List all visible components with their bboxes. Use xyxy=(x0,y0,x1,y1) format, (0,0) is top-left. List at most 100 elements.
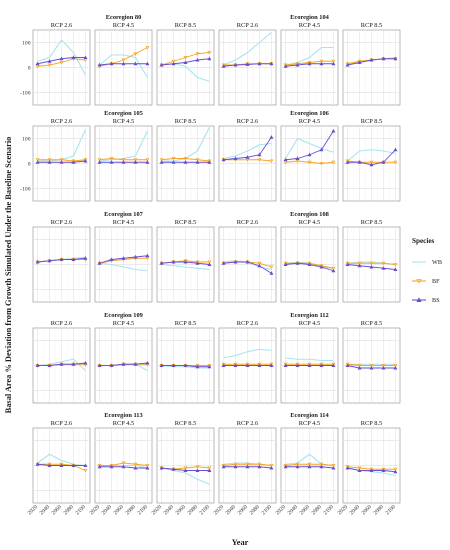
legend-title: Species xyxy=(412,237,435,245)
data-point-bs xyxy=(319,363,324,367)
data-point-bs xyxy=(245,155,250,159)
facet-panel: RCP 2.6 xyxy=(32,219,91,303)
facet-panel: RCP 2.6 xyxy=(218,118,277,202)
data-point-bs xyxy=(183,363,188,367)
legend-key-marker xyxy=(416,279,422,284)
data-point-bf xyxy=(97,464,102,468)
rcp-strip-label: RCP 2.6 xyxy=(237,22,258,29)
data-point-bf xyxy=(257,158,262,162)
data-point-bf xyxy=(283,464,288,468)
data-point-bs xyxy=(233,259,238,264)
data-point-bf xyxy=(195,260,200,265)
data-point-bf xyxy=(183,157,188,161)
x-tick-label: 2040 xyxy=(101,504,113,516)
data-point-bf xyxy=(319,264,324,268)
data-point-bf xyxy=(283,63,288,68)
data-point-bf xyxy=(295,62,300,66)
data-point-bs xyxy=(183,160,188,164)
data-point-bs xyxy=(221,464,226,469)
data-point-bs xyxy=(331,268,336,273)
data-point-bs xyxy=(171,467,176,471)
data-point-bf xyxy=(109,464,114,468)
y-tick-label: -100 xyxy=(20,187,30,193)
rcp-strip-label: RCP 8.5 xyxy=(175,118,196,125)
data-point-bs xyxy=(47,363,52,367)
data-point-bs xyxy=(109,464,114,469)
data-point-bs xyxy=(331,61,336,66)
data-point-bf xyxy=(369,160,374,165)
series-line-bf xyxy=(223,159,272,162)
facet-panel: RCP 2.6 100 0 -100 xyxy=(20,22,91,106)
rcp-strip-label: RCP 2.6 xyxy=(51,320,72,327)
data-point-bf xyxy=(221,63,226,68)
data-point-bs xyxy=(295,156,300,160)
data-point-bs xyxy=(133,362,138,366)
data-point-bs xyxy=(71,55,76,59)
data-point-bs xyxy=(109,160,114,164)
data-point-bs xyxy=(121,256,126,260)
data-point-bf xyxy=(221,464,226,468)
data-point-bs xyxy=(345,363,350,367)
data-point-bf xyxy=(47,158,52,162)
data-point-bs xyxy=(83,256,88,260)
series-line-bf xyxy=(347,363,396,366)
data-point-bs xyxy=(295,261,300,265)
x-tick-label: 2100 xyxy=(137,504,149,516)
data-point-bs xyxy=(369,57,374,62)
data-point-bf xyxy=(145,46,150,50)
data-point-bf xyxy=(345,362,350,367)
x-tick-label: 2040 xyxy=(349,504,361,516)
data-point-bf xyxy=(393,364,398,368)
data-point-bf xyxy=(369,364,374,368)
facet-panel: RCP 8.5 xyxy=(156,320,215,404)
data-point-bf xyxy=(183,466,188,471)
x-tick-label: 2020 xyxy=(213,504,225,516)
data-point-bf xyxy=(295,362,300,367)
data-point-bf xyxy=(121,461,126,466)
data-point-bf xyxy=(393,263,398,267)
rcp-strip-label: RCP 2.6 xyxy=(237,118,258,125)
data-point-bs xyxy=(133,61,138,66)
data-point-bf xyxy=(195,52,200,56)
data-point-bs xyxy=(221,261,226,265)
data-point-bf xyxy=(331,362,336,367)
data-point-bs xyxy=(381,365,386,370)
data-point-bs xyxy=(97,160,102,164)
data-point-bf xyxy=(257,362,262,367)
data-point-bs xyxy=(145,360,150,365)
data-point-bs xyxy=(221,157,226,162)
data-point-bf xyxy=(59,462,64,467)
data-point-bf xyxy=(331,59,336,64)
series-line-bf xyxy=(99,158,148,161)
data-point-bs xyxy=(195,364,200,369)
data-point-bf xyxy=(109,157,114,161)
data-point-bs xyxy=(59,56,64,61)
series-line-bf xyxy=(285,160,334,164)
series-line-wb xyxy=(223,32,272,66)
data-point-bs xyxy=(381,468,386,472)
y-tick-label: 100 xyxy=(22,137,31,143)
data-point-bf xyxy=(345,261,350,266)
data-point-bf xyxy=(357,364,362,368)
series-line-wb xyxy=(347,149,396,162)
data-point-bf xyxy=(221,362,226,367)
x-tick-label: 2040 xyxy=(163,504,175,516)
rcp-strip-label: RCP 2.6 xyxy=(51,22,72,29)
data-point-bs xyxy=(35,363,40,367)
data-point-bf xyxy=(133,462,138,467)
data-point-bs xyxy=(71,362,76,366)
data-point-bf xyxy=(331,160,336,165)
data-point-bf xyxy=(319,162,324,166)
data-point-bs xyxy=(345,465,350,470)
series-line-bf xyxy=(37,159,86,162)
data-point-bs xyxy=(345,160,350,164)
x-tick-label: 2040 xyxy=(225,504,237,516)
data-point-bs xyxy=(97,261,102,265)
rcp-strip-label: RCP 8.5 xyxy=(175,22,196,29)
data-point-bs xyxy=(393,56,398,61)
